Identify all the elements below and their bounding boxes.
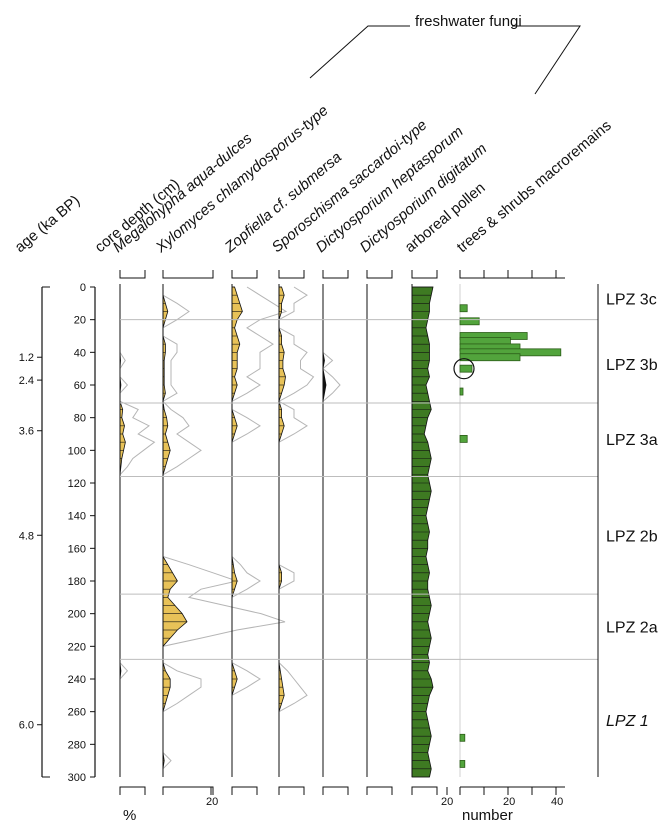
age-tick-label: 2.4 <box>19 375 34 387</box>
series-sporoschisma-saccardoi-type <box>277 284 315 777</box>
top-scale-cap <box>366 270 393 279</box>
macro-scale-label-20: 20 <box>503 796 515 808</box>
depth-tick-label: 220 <box>68 641 86 653</box>
bottom-scale-cap <box>278 786 305 795</box>
column-headers: age (ka BP) core depth (cm)Megalohypha aq… <box>12 102 615 257</box>
pollen-scale-label: 20 <box>441 796 453 808</box>
top-scale-cap <box>162 270 214 279</box>
series-megalohypha-aqua-dulces <box>119 284 156 777</box>
bottom-scale-cap <box>366 786 393 795</box>
bracket-left-line <box>309 25 410 79</box>
depth-tick-label: 180 <box>68 576 86 588</box>
top-scale-cap <box>119 270 146 279</box>
zone-label: LPZ 3c <box>606 291 657 308</box>
area-curve <box>119 287 126 777</box>
exaggeration-curve <box>231 286 288 777</box>
macroremain-bar <box>459 760 466 768</box>
exaggeration-curve <box>277 286 315 777</box>
macroremain-bar <box>459 304 468 313</box>
macroremain-bar <box>459 317 480 326</box>
bottom-scale-cap <box>411 786 438 795</box>
top-scale-cap <box>322 270 349 279</box>
age-axis: 1.2 2.4 3.6 4.8 6.0 <box>19 286 50 778</box>
macroremain-bar <box>459 733 466 742</box>
depth-tick-label: 240 <box>68 674 86 686</box>
zone-lines: LPZ 3c LPZ 3b LPZ 3a LPZ 2b LPZ 2a LPZ 1 <box>120 284 658 777</box>
series-trees-shrubs-macroremains <box>453 270 565 795</box>
macroremain-bar <box>459 336 511 345</box>
bottom-scale-cap <box>119 786 146 795</box>
depth-tick-label: 280 <box>68 739 86 751</box>
depth-tick-label: 200 <box>68 609 86 621</box>
macro-scale-label-40: 40 <box>551 796 563 808</box>
top-scale-cap <box>411 270 438 279</box>
fungi-group-bracket: freshwater fungi <box>309 13 581 95</box>
depth-tick-label: 260 <box>68 707 86 719</box>
zone-label: LPZ 2a <box>606 620 658 637</box>
top-scale-cap <box>459 270 565 279</box>
series-zopfiella-cf-submersa <box>231 284 288 777</box>
series-arboreal-pollen <box>411 284 434 778</box>
depth-tick-label: 80 <box>74 413 86 425</box>
bottom-scale-cap <box>231 786 258 795</box>
top-scale-cap <box>231 270 258 279</box>
age-tick-label: 3.6 <box>19 426 34 438</box>
age-tick-label: 1.2 <box>19 352 34 364</box>
series-dictyosporium-heptasporum <box>322 284 341 777</box>
fungi-scale-label: 20 <box>206 796 218 808</box>
depth-tick-label: 120 <box>68 478 86 490</box>
depth-tick-label: 20 <box>74 315 86 327</box>
depth-tick-label: 40 <box>74 347 86 359</box>
age-tick-label: 4.8 <box>19 530 34 542</box>
exaggeration-curve <box>162 287 286 777</box>
exaggeration-curve <box>322 287 341 777</box>
depth-tick-label: 160 <box>68 543 86 555</box>
macroremain-bar <box>459 364 473 373</box>
percent-unit-label: % <box>123 807 136 824</box>
depth-tick-label: 100 <box>68 445 86 457</box>
area-curve <box>162 287 188 777</box>
depth-tick-label: 300 <box>68 772 86 784</box>
top-scale-cap <box>278 270 305 279</box>
depth-tick-label: 140 <box>68 511 86 523</box>
depth-tick-label: 0 <box>80 282 86 294</box>
zone-label: LPZ 2b <box>606 528 658 545</box>
age-axis-header: age (ka BP) <box>12 192 84 256</box>
number-unit-label: number <box>462 807 513 824</box>
fungi-group-label: freshwater fungi <box>415 13 522 30</box>
macroremain-bar <box>459 353 521 362</box>
data-columns <box>119 270 565 795</box>
highlight-circle <box>453 358 475 380</box>
depth-tick-label: 60 <box>74 380 86 392</box>
macroremain-bar <box>459 387 464 396</box>
bottom-scales: % number 20 20 20 40 <box>123 796 563 824</box>
bracket-right-line <box>512 25 581 95</box>
series-xylomyces-chlamydosporus-type <box>162 284 286 777</box>
zone-label: LPZ 3b <box>606 357 658 374</box>
age-tick-label: 6.0 <box>19 720 34 732</box>
exaggeration-curve <box>119 287 156 777</box>
bottom-scale-cap <box>322 786 349 795</box>
zone-label: LPZ 3a <box>606 432 658 449</box>
bottom-scale-cap <box>162 786 214 795</box>
zone-label: LPZ 1 <box>606 713 649 730</box>
depth-axis: 0 20 40 60 80 100 120 140 160 180 200 220 240 260 280 3… <box>68 282 96 784</box>
macroremain-bar <box>459 434 468 443</box>
